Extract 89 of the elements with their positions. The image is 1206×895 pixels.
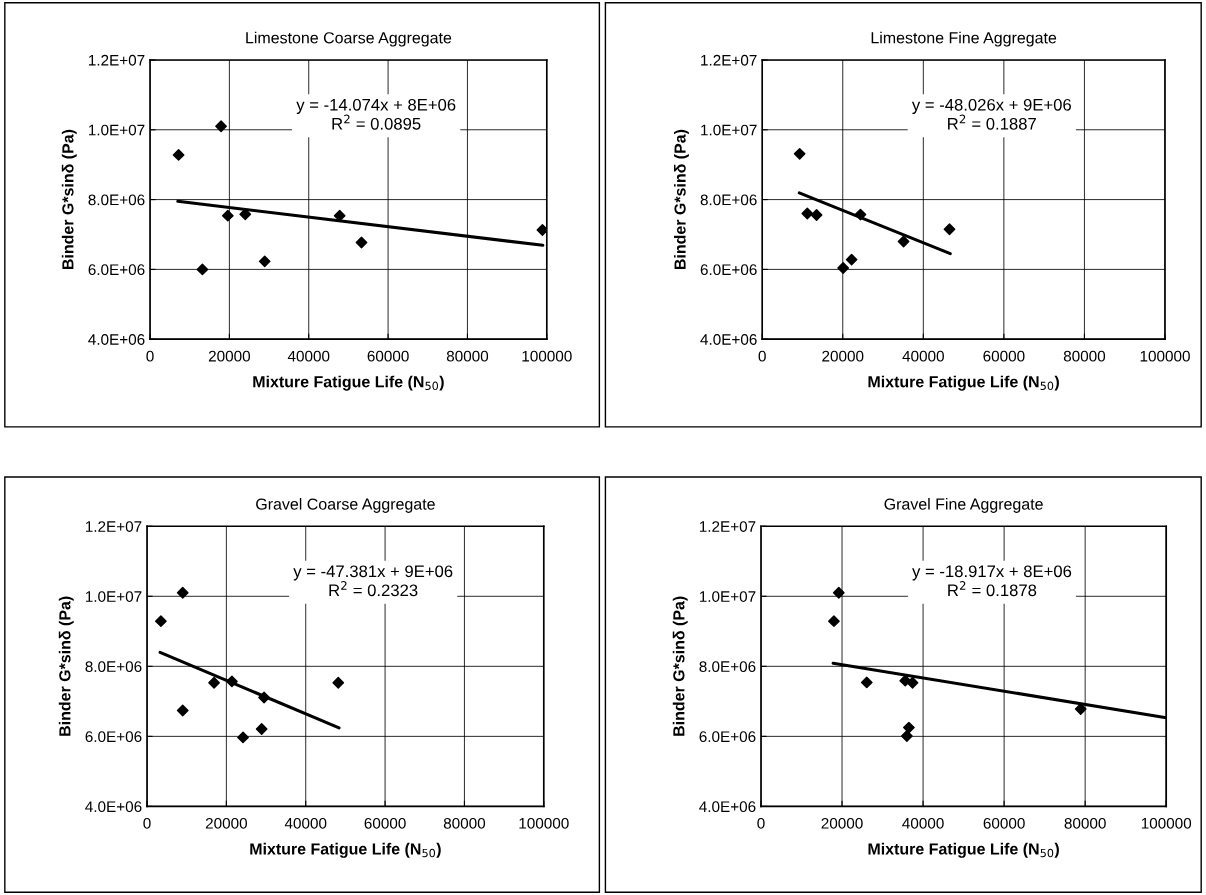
x-tick-label: 40000 — [902, 350, 944, 362]
x-axis-title: Mixture Fatigue Life (N$_{50}$) — [250, 842, 441, 858]
y-tick-label: 1.0E+07 — [701, 124, 757, 136]
point — [172, 149, 185, 161]
y-tick-label: 1.2E+07 — [85, 521, 142, 532]
y-tick-label: 1.2E+07 — [88, 54, 145, 66]
y-tick-label: 6.0E+06 — [85, 731, 142, 743]
point — [801, 207, 814, 220]
point — [793, 147, 806, 160]
y-tick-label: 1.0E+07 — [699, 591, 756, 602]
x-tick-label: 80000 — [443, 817, 486, 829]
x-tick-label: 0 — [757, 817, 765, 829]
point — [237, 731, 249, 744]
point — [828, 615, 840, 628]
point — [810, 209, 823, 221]
point — [332, 676, 345, 689]
x-axis-title: Mixture Fatigue Life (N$_{50}$) — [253, 375, 444, 391]
x-tick-label: 20000 — [822, 350, 864, 362]
y-tick-label: 8.0E+06 — [88, 194, 145, 206]
x-tick-label: 40000 — [902, 817, 944, 829]
point — [536, 224, 547, 236]
y-tick-label: 6.0E+06 — [88, 264, 145, 276]
x-axis-title: Mixture Fatigue Life (N$_{50}$) — [868, 375, 1059, 391]
y-tick-label: 1.2E+07 — [699, 521, 756, 532]
point — [208, 676, 220, 689]
annotation: y = -14.074x + 8E+06 R$^{2}$ = 0.0895 — [296, 98, 456, 130]
point — [860, 676, 873, 689]
x-tick-label: 40000 — [284, 817, 327, 829]
y-tick-label: 1.0E+07 — [85, 591, 142, 602]
x-axis-title: Mixture Fatigue Life (N$_{50}$) — [868, 842, 1059, 858]
y-axis-title: Binder G*sinδ (Pa) — [673, 129, 689, 270]
y-tick-label: 4.0E+06 — [700, 334, 757, 345]
chart-title: Gravel Coarse Aggregate — [256, 498, 435, 513]
chart-title: Limestone Fine Aggregate — [871, 31, 1057, 47]
x-tick-label: 80000 — [1064, 817, 1106, 829]
point — [900, 730, 913, 742]
point — [221, 209, 234, 222]
annotation: y = -48.026x + 9E+06 R$^{2}$ = 0.1887 — [911, 98, 1071, 130]
point — [258, 255, 271, 268]
y-tick-label: 1.2E+07 — [701, 54, 757, 66]
point — [215, 120, 227, 133]
x-tick-label: 0 — [146, 350, 154, 362]
y-tick-label: 8.0E+06 — [699, 661, 756, 673]
y-tick-label: 4.0E+06 — [699, 801, 756, 813]
x-tick-label: 20000 — [208, 350, 251, 362]
point — [832, 586, 845, 599]
y-tick-label: 4.0E+06 — [88, 334, 145, 345]
x-tick-label: 60000 — [983, 350, 1025, 362]
point — [837, 262, 850, 274]
x-tick-label: 20000 — [821, 817, 863, 829]
y-tick-label: 4.0E+06 — [85, 801, 142, 813]
y-tick-label: 6.0E+06 — [699, 731, 756, 743]
x-tick-label: 80000 — [1063, 350, 1106, 362]
y-axis-title: Binder G*sinδ (Pa) — [672, 596, 688, 736]
point — [226, 675, 238, 688]
x-tick-label: 0 — [758, 350, 766, 362]
chart-title: Limestone Coarse Aggregate — [246, 31, 452, 47]
x-tick-label: 40000 — [287, 350, 330, 362]
y-tick-label: 6.0E+06 — [700, 264, 757, 276]
x-tick-label: 80000 — [446, 350, 489, 362]
chart-title: Gravel Fine Aggregate — [884, 498, 1043, 513]
point — [255, 723, 268, 735]
point — [176, 704, 189, 717]
point — [854, 208, 867, 221]
point — [845, 253, 858, 266]
y-axis-title: Binder G*sinδ (Pa) — [61, 129, 77, 270]
point — [196, 263, 209, 276]
y-tick-label: 8.0E+06 — [85, 661, 142, 673]
point — [906, 676, 919, 689]
x-tick-label: 60000 — [364, 817, 406, 829]
x-tick-label: 100000 — [519, 817, 569, 829]
x-tick-label: 20000 — [205, 817, 248, 829]
annotation: y = -47.381x + 9E+06 R$^{2}$ = 0.2323 — [293, 565, 453, 597]
x-tick-label: 100000 — [1140, 350, 1190, 362]
point — [176, 586, 189, 599]
point — [355, 236, 368, 249]
point — [943, 223, 956, 236]
x-tick-label: 100000 — [1141, 817, 1192, 829]
x-tick-label: 0 — [143, 817, 151, 829]
point — [897, 235, 910, 248]
y-axis-title: Binder G*sinδ (Pa) — [58, 596, 74, 736]
x-tick-label: 100000 — [522, 350, 572, 362]
point — [258, 691, 270, 704]
x-tick-label: 60000 — [367, 350, 409, 362]
point — [155, 615, 167, 628]
y-tick-label: 1.0E+07 — [88, 124, 145, 136]
annotation: y = -18.917x + 8E+06 R$^{2}$ = 0.1878 — [912, 565, 1072, 597]
y-tick-label: 8.0E+06 — [700, 194, 757, 206]
x-tick-label: 60000 — [983, 817, 1025, 829]
